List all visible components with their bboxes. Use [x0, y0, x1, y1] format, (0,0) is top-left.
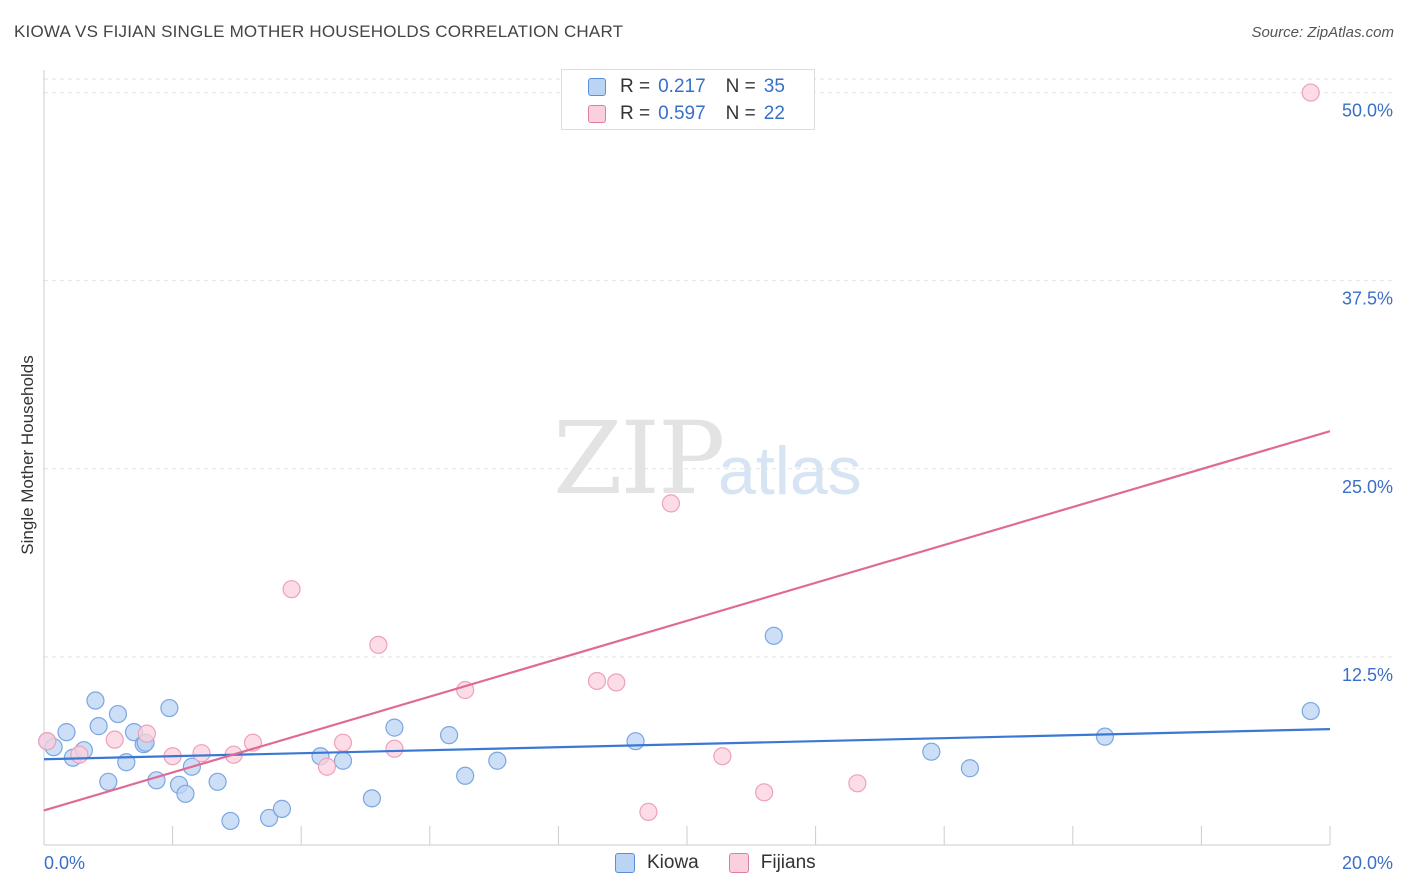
y-tick-label: 37.5%	[1342, 289, 1393, 309]
trend-lines	[43, 430, 1331, 812]
point-kiowa	[385, 718, 404, 737]
point-kiowa	[208, 772, 227, 791]
legend-n-value: 35	[763, 76, 785, 97]
point-fijians	[70, 745, 89, 764]
watermark-atlas: atlas	[718, 433, 862, 509]
point-kiowa	[272, 799, 292, 818]
axes	[43, 70, 1331, 846]
point-fijians	[587, 671, 607, 691]
point-kiowa	[960, 759, 980, 778]
point-fijians	[137, 724, 156, 743]
series-swatch-kiowa	[615, 853, 635, 873]
point-kiowa	[764, 626, 783, 645]
series-label-fijians: Fijians	[760, 852, 816, 873]
legend-row-kiowa: R = 0.217 N = 35	[588, 75, 785, 99]
series-swatch-fijians	[728, 853, 749, 873]
point-kiowa	[108, 704, 128, 724]
legend-r-label: R =	[620, 76, 651, 97]
legend-n-label: N =	[725, 76, 756, 97]
legend-n-value: 22	[763, 103, 785, 124]
point-fijians	[317, 757, 337, 776]
point-kiowa	[259, 808, 279, 828]
point-kiowa	[1095, 727, 1115, 746]
correlation-legend: R = 0.217 N = 35 R = 0.597 N = 22	[561, 69, 815, 130]
watermark-zip: ZIP	[553, 400, 725, 517]
point-kiowa	[86, 691, 105, 710]
point-kiowa	[176, 784, 195, 803]
point-fijians	[639, 802, 658, 821]
tick-labels: 12.5% 25.0% 37.5% 50.0% 0.0% 20.0%	[44, 101, 1393, 873]
series-legend-fijians: Fijians	[728, 852, 816, 874]
point-fijians	[105, 730, 124, 749]
legend-r-value: 0.217	[658, 76, 706, 97]
point-kiowa	[1301, 701, 1320, 721]
point-kiowa	[488, 751, 507, 770]
legend-n-label: N =	[725, 103, 756, 124]
point-fijians	[369, 635, 388, 654]
x-tick-label: 0.0%	[44, 853, 85, 873]
trend-line-fijians	[43, 430, 1331, 812]
legend-row-fijians: R = 0.597 N = 22	[588, 102, 785, 126]
trend-line-kiowa	[43, 728, 1331, 761]
legend-swatch-fijians	[588, 105, 606, 123]
point-fijians	[282, 580, 301, 599]
series-legend: Kiowa Fijians	[615, 852, 846, 874]
point-kiowa	[57, 723, 76, 742]
series-label-kiowa: Kiowa	[647, 852, 699, 873]
point-fijians	[333, 733, 353, 752]
point-kiowa	[439, 726, 459, 745]
y-axis-label: Single Mother Households	[18, 355, 37, 555]
x-tick-label: 20.0%	[1342, 853, 1393, 873]
y-tick-label: 50.0%	[1342, 101, 1393, 121]
point-kiowa	[221, 811, 240, 831]
point-fijians	[848, 774, 867, 793]
point-kiowa	[99, 772, 118, 791]
legend-r-label: R =	[620, 103, 651, 124]
point-fijians	[755, 783, 774, 802]
point-kiowa	[333, 751, 353, 770]
chart-title: KIOWA VS FIJIAN SINGLE MOTHER HOUSEHOLDS…	[14, 22, 624, 41]
y-tick-label: 12.5%	[1342, 665, 1393, 685]
point-fijians	[713, 747, 732, 766]
point-fijians	[192, 744, 211, 763]
legend-r-value: 0.597	[658, 103, 706, 124]
point-kiowa	[362, 789, 382, 808]
point-fijians	[38, 732, 57, 751]
gridlines	[44, 78, 1395, 658]
point-kiowa	[922, 742, 941, 761]
source-label: Source: ZipAtlas.com	[1251, 24, 1394, 41]
point-fijians	[1301, 83, 1320, 102]
point-fijians	[385, 739, 404, 758]
point-kiowa	[456, 766, 475, 785]
point-kiowa	[160, 698, 179, 718]
point-fijians	[607, 673, 626, 692]
point-kiowa	[626, 732, 645, 751]
legend-swatch-kiowa	[588, 78, 606, 96]
data-points	[38, 83, 1320, 831]
series-legend-kiowa: Kiowa	[615, 852, 699, 874]
point-kiowa	[89, 717, 108, 736]
y-tick-label: 25.0%	[1342, 477, 1393, 497]
point-fijians	[661, 494, 681, 513]
